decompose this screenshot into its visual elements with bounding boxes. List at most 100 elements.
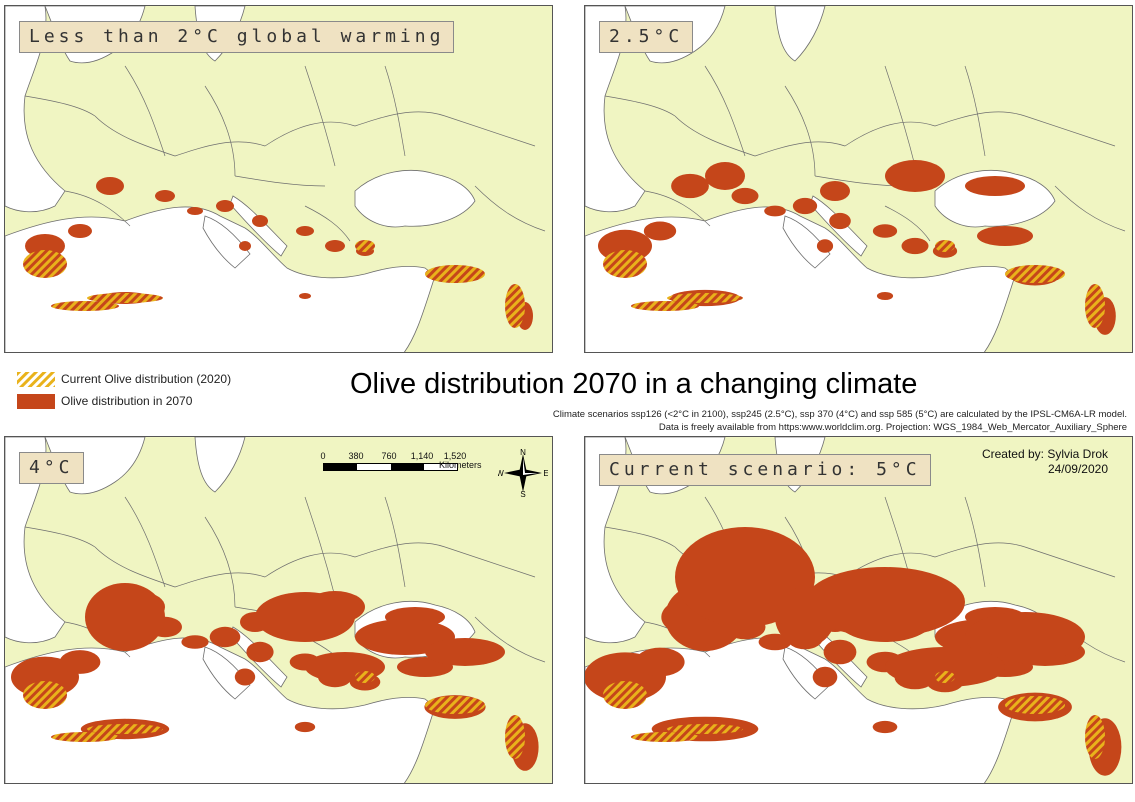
- tyrrhenian-sea: [782, 215, 831, 269]
- future-olive-area: [805, 567, 965, 637]
- country-border: [304, 205, 351, 242]
- future-olive-area: [758, 633, 792, 651]
- current-olive-area: [425, 265, 485, 283]
- country-border: [844, 121, 936, 147]
- mediterranean-sea: [585, 206, 1016, 352]
- future-olive-area: [643, 221, 677, 241]
- future-olive-area: [296, 226, 314, 236]
- country-border: [884, 205, 931, 242]
- map-5c: [585, 437, 1132, 783]
- legend-label-current: Current Olive distribution (2020): [61, 372, 232, 386]
- country-border: [234, 175, 326, 187]
- country-border: [94, 115, 176, 157]
- country-border: [934, 111, 1026, 127]
- south-letter: S: [520, 490, 525, 498]
- country-border: [384, 496, 406, 588]
- current-olive-area: [935, 240, 955, 252]
- future-olive-area: [209, 626, 241, 648]
- future-olive-area: [965, 176, 1025, 196]
- tyrrhenian-sea: [202, 215, 251, 269]
- current-olive-area: [603, 681, 647, 709]
- future-olive-area: [977, 226, 1033, 246]
- black-sea: [934, 169, 1056, 228]
- scale-bar-graphic: [323, 463, 458, 471]
- map-panel-5c: Current scenario: 5°C: [584, 436, 1133, 784]
- country-border: [474, 616, 546, 663]
- current-olive-area: [631, 301, 699, 311]
- future-olive-area: [764, 205, 786, 217]
- country-border: [94, 546, 176, 588]
- scale-tick: 760: [381, 451, 397, 461]
- scale-unit: Kilometers: [439, 460, 482, 470]
- country-border: [204, 85, 236, 177]
- current-olive-area: [87, 724, 163, 734]
- current-olive-area: [603, 250, 647, 278]
- country-border: [604, 95, 676, 117]
- north-letter: N: [520, 448, 526, 457]
- future-olive-area: [239, 241, 251, 251]
- current-olive-area: [631, 732, 699, 742]
- country-border: [384, 65, 406, 157]
- stripe-swatch-icon: [17, 371, 55, 387]
- scale-ticks: 0 380 760 1,140 1,520: [318, 451, 548, 463]
- map-4c: [5, 437, 552, 783]
- country-border: [264, 552, 356, 578]
- future-olive-area: [635, 647, 685, 677]
- country-border: [644, 190, 711, 227]
- east-letter: E: [543, 469, 548, 478]
- map-2c: [5, 6, 552, 352]
- current-olive-area: [505, 715, 525, 759]
- note-source: Data is freely available from https:www.…: [658, 422, 1127, 433]
- country-border: [964, 65, 986, 157]
- country-border: [704, 65, 746, 157]
- country-border: [354, 111, 446, 127]
- country-border: [304, 65, 336, 167]
- credit-block: Created by: Sylvia Drok 24/09/2020: [982, 447, 1108, 477]
- future-olive-area: [731, 187, 759, 205]
- country-border: [124, 496, 166, 588]
- credit-date: 24/09/2020: [1047, 462, 1108, 476]
- note-climate: Climate scenarios ssp126 (<2°C in 2100),…: [552, 409, 1127, 420]
- future-olive-area: [425, 638, 505, 666]
- legend-label-future: Olive distribution in 2070: [61, 394, 193, 408]
- future-olive-area: [872, 720, 898, 734]
- future-olive-area: [775, 587, 835, 647]
- future-olive-area: [294, 721, 316, 733]
- future-olive-area: [885, 647, 1005, 687]
- future-olive-area: [234, 668, 256, 686]
- country-border: [754, 141, 846, 157]
- country-border: [174, 141, 266, 157]
- scale-tick: 1,520: [443, 451, 467, 461]
- future-olive-area: [816, 239, 834, 253]
- current-olive-area: [1005, 696, 1065, 714]
- future-olive-area: [96, 177, 124, 195]
- country-border: [264, 121, 356, 147]
- solid-swatch-icon: [17, 393, 55, 409]
- mediterranean-sea: [5, 206, 436, 352]
- future-olive-area: [705, 162, 745, 190]
- current-olive-area: [1085, 715, 1105, 759]
- future-olive-area: [252, 215, 268, 227]
- current-olive-area: [23, 681, 67, 709]
- future-olive-area: [246, 641, 274, 663]
- future-olive-area: [68, 224, 92, 238]
- future-olive-area: [325, 240, 345, 252]
- future-olive-area: [965, 612, 1085, 662]
- scale-tick: 0: [320, 451, 326, 461]
- map-panel-2-5c: 2.5°C: [584, 5, 1133, 353]
- compass-icon: N S E W: [498, 448, 548, 498]
- current-olive-area: [1005, 265, 1065, 283]
- credit-author: Created by: Sylvia Drok: [981, 447, 1108, 461]
- future-olive-area: [181, 635, 209, 649]
- future-olive-area: [255, 592, 355, 642]
- country-border: [964, 496, 986, 588]
- future-olive-area: [876, 291, 894, 301]
- country-border: [1024, 115, 1116, 147]
- future-olive-area: [812, 666, 838, 688]
- country-border: [444, 115, 536, 147]
- current-olive-area: [667, 724, 743, 734]
- current-olive-area: [51, 301, 119, 311]
- future-olive-area: [216, 200, 234, 212]
- country-border: [174, 572, 266, 588]
- future-olive-area: [792, 197, 818, 215]
